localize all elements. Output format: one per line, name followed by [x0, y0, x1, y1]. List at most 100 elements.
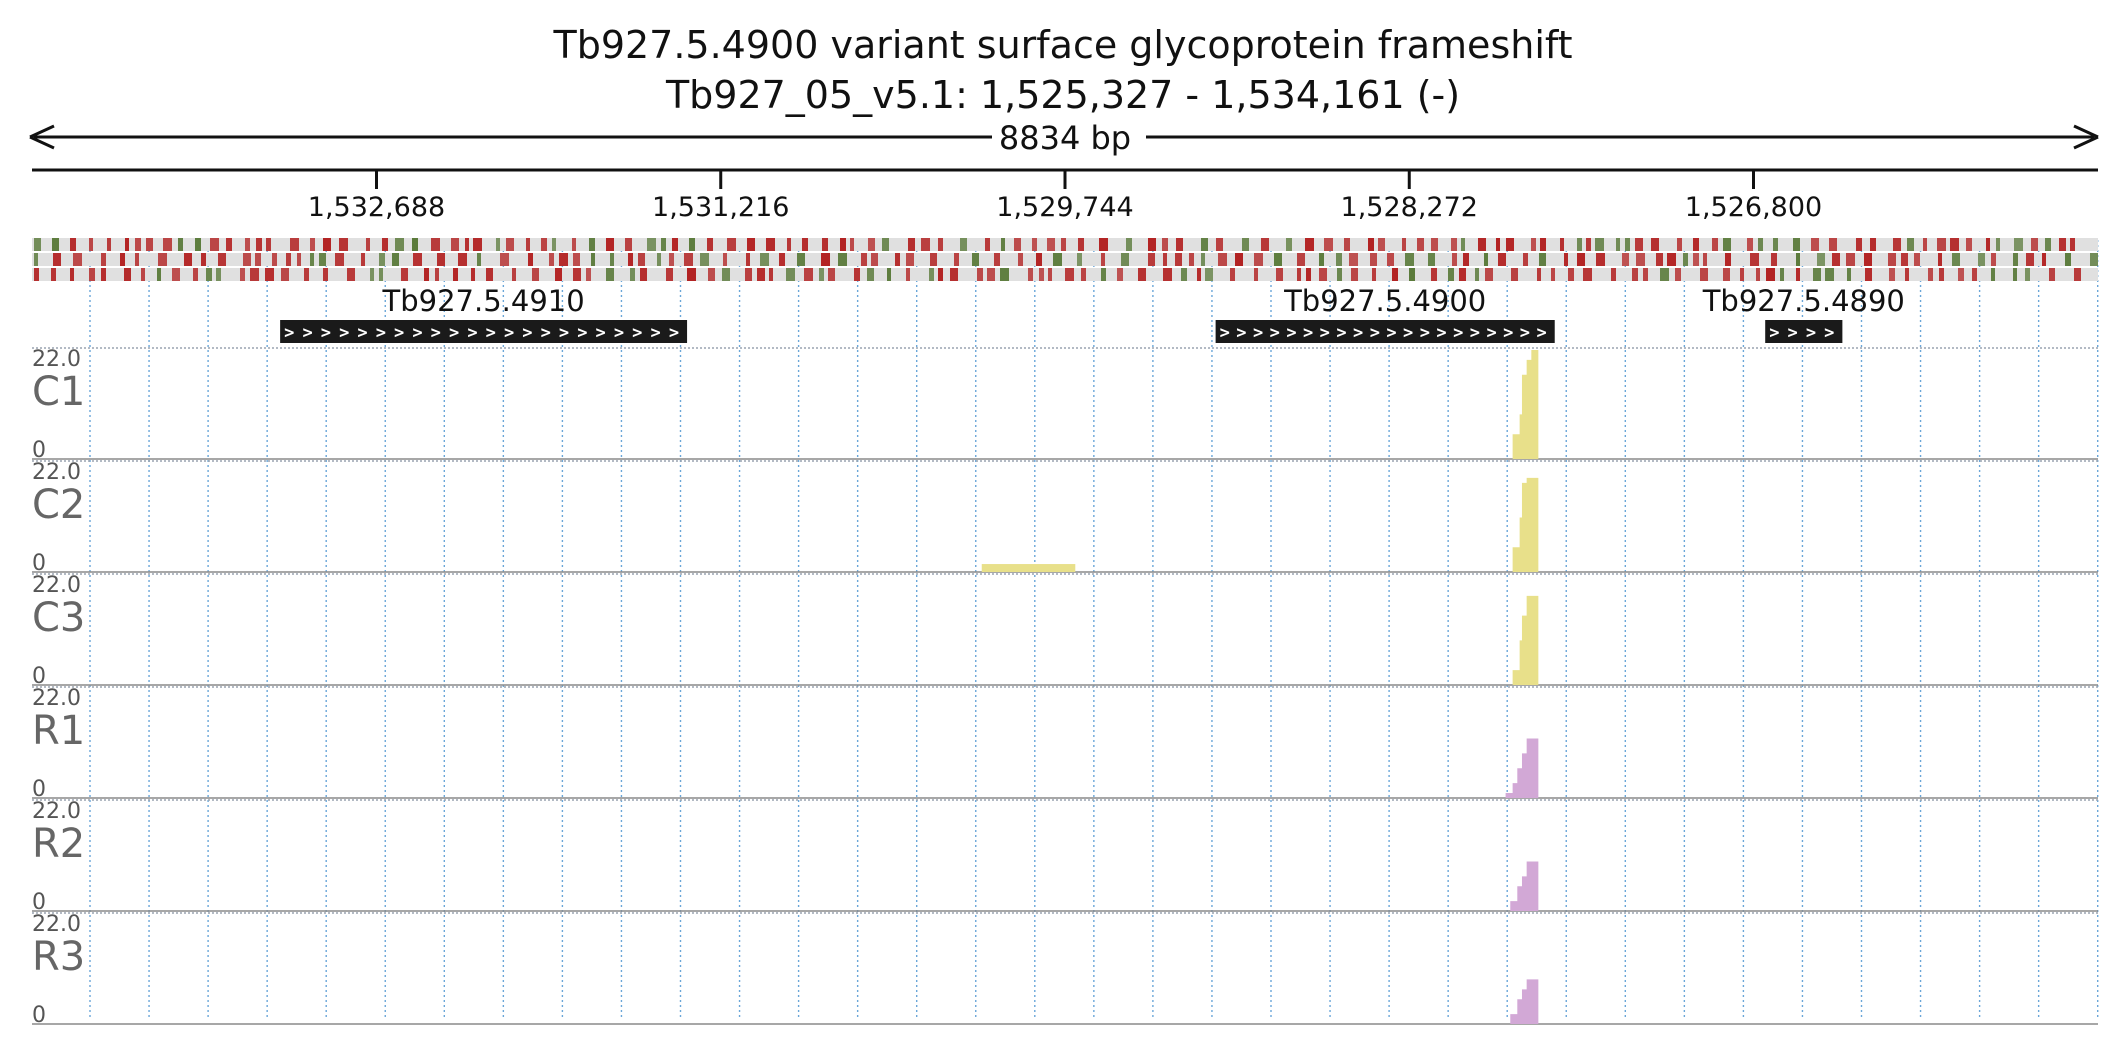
start-codon-mark — [1616, 238, 1620, 251]
start-codon-mark — [786, 268, 795, 281]
stop-codon-mark — [1402, 238, 1406, 251]
stop-codon-mark — [1811, 238, 1819, 251]
stop-codon-mark — [625, 238, 632, 251]
stop-codon-mark — [265, 268, 274, 281]
start-codon-mark — [310, 253, 314, 266]
stop-codon-mark — [1478, 238, 1486, 251]
start-codon-mark — [1773, 238, 1778, 251]
start-codon-mark — [1409, 268, 1415, 281]
stop-codon-mark — [158, 253, 167, 266]
gene-feature-bar[interactable] — [1215, 320, 1555, 343]
start-codon-mark — [887, 268, 891, 281]
stop-codon-mark — [586, 268, 591, 281]
stop-codon-mark — [1485, 268, 1493, 281]
start-codon-mark — [1101, 268, 1106, 281]
track-max-label: 22.0 — [32, 686, 81, 711]
stop-codon-mark — [1551, 268, 1555, 281]
start-codon-mark — [1077, 253, 1082, 266]
stop-codon-mark — [871, 253, 878, 266]
stop-codon-mark — [1636, 253, 1645, 266]
stop-codon-mark — [840, 238, 846, 251]
stop-codon-mark — [297, 253, 301, 266]
stop-codon-mark — [908, 238, 915, 251]
start-codon-mark — [1053, 253, 1062, 266]
stop-codon-mark — [1725, 253, 1731, 266]
stop-codon-mark — [1622, 253, 1629, 266]
stop-codon-mark — [53, 253, 61, 266]
track-max-label: 22.0 — [32, 460, 81, 485]
stop-codon-mark — [1832, 253, 1840, 266]
start-codon-mark — [395, 238, 404, 251]
stop-codon-mark — [1531, 238, 1536, 251]
stop-codon-mark — [895, 253, 900, 266]
start-codon-mark — [1001, 238, 1005, 251]
stop-codon-mark — [471, 268, 475, 281]
coordinate-ruler: 1,532,688 1,531,216 1,529,744 1,528,272 1,52… — [32, 168, 2098, 223]
stop-codon-mark — [954, 253, 959, 266]
stop-codon-mark — [628, 253, 633, 266]
track-max-label: 22.0 — [32, 573, 81, 598]
stop-codon-mark — [1740, 268, 1744, 281]
stop-codon-mark — [1611, 268, 1616, 281]
stop-codon-mark — [437, 253, 445, 266]
ruler-tick-label: 1,528,272 — [1341, 192, 1478, 223]
stop-codon-mark — [1344, 238, 1350, 251]
start-codon-mark — [700, 253, 709, 266]
stop-codon-mark — [1101, 253, 1105, 266]
stop-codon-mark — [413, 253, 422, 266]
stop-codon-mark — [549, 253, 554, 266]
stop-codon-mark — [1712, 238, 1718, 251]
stop-codon-mark — [1496, 238, 1500, 251]
start-codon-mark — [34, 238, 41, 251]
stop-codon-mark — [1297, 268, 1301, 281]
grid-lines — [89, 240, 2099, 1018]
start-codon-mark — [882, 238, 889, 251]
stop-codon-mark — [1889, 268, 1895, 281]
stop-codon-mark — [1703, 253, 1707, 266]
start-codon-mark — [657, 253, 661, 266]
start-codon-mark — [477, 253, 481, 266]
track-max-label: 22.0 — [32, 347, 81, 372]
stop-codon-mark — [1723, 268, 1730, 281]
start-codon-mark — [589, 238, 595, 251]
start-codon-mark — [1991, 268, 1995, 281]
stop-codon-mark — [1635, 238, 1643, 251]
stop-codon-mark — [323, 238, 331, 251]
stop-codon-mark — [1905, 268, 1909, 281]
track-name-label: R3 — [32, 934, 85, 980]
stop-codon-mark — [1693, 253, 1699, 266]
start-codon-mark — [1448, 268, 1454, 281]
stop-codon-mark — [1230, 268, 1235, 281]
gene-name-label: Tb927.5.4890 — [1702, 284, 1905, 318]
stop-codon-mark — [708, 268, 715, 281]
start-codon-mark — [1201, 253, 1205, 266]
gene-feature-bar[interactable] — [1765, 320, 1843, 343]
stop-codon-mark — [1351, 268, 1358, 281]
stop-codon-mark — [2026, 253, 2034, 266]
track-name-label: R2 — [32, 821, 85, 867]
stop-codon-mark — [727, 238, 736, 251]
stop-codon-mark — [1163, 253, 1167, 266]
stop-codon-mark — [1667, 253, 1676, 266]
stop-codon-mark — [757, 268, 765, 281]
coverage-low-segment — [981, 564, 1076, 572]
stop-codon-mark — [1463, 253, 1469, 266]
start-codon-mark — [1952, 253, 1960, 266]
six-frame-translation-track — [32, 238, 2098, 281]
stop-codon-mark — [746, 253, 750, 266]
stop-codon-mark — [1459, 268, 1466, 281]
stop-codon-mark — [135, 253, 139, 266]
figure-title-line2: Tb927_05_v5.1: 1,525,327 - 1,534,161 (-) — [665, 73, 1460, 117]
stop-codon-mark — [1148, 253, 1155, 266]
ruler-tick-label: 1,532,688 — [308, 192, 445, 223]
stop-codon-mark — [1540, 238, 1546, 251]
stop-codon-mark — [201, 253, 206, 266]
stop-codon-mark — [1417, 238, 1424, 251]
stop-codon-mark — [850, 238, 854, 251]
stop-codon-mark — [638, 253, 645, 266]
gene-feature-bar[interactable] — [280, 320, 688, 343]
start-codon-mark — [319, 253, 326, 266]
stop-codon-mark — [1991, 253, 1996, 266]
coverage-area — [1503, 350, 1539, 459]
